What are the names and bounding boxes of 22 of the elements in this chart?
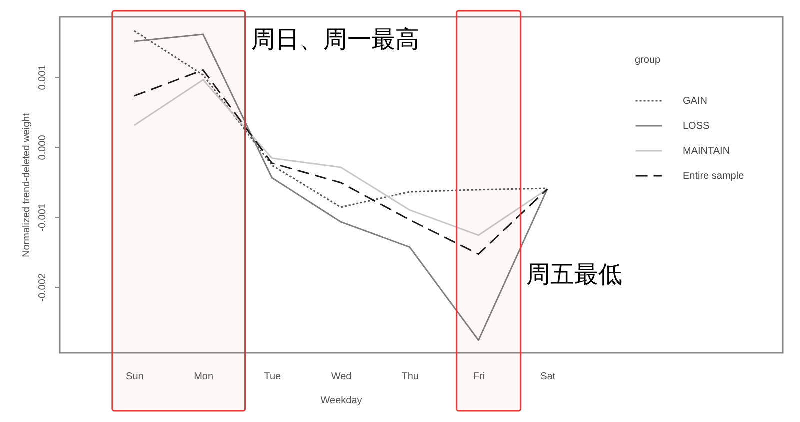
line-series [134, 79, 548, 236]
x-tick-label: Fri [473, 372, 486, 382]
legend-title: group [635, 55, 662, 66]
x-tick-label: Thu [402, 372, 419, 382]
legend-label: LOSS [683, 121, 710, 132]
y-tick-label: -0.002 [38, 273, 48, 302]
line-series [134, 69, 548, 256]
y-tick-label: 0.000 [38, 134, 48, 160]
y-tick-label: 0.001 [38, 64, 48, 90]
x-tick-label: Sat [540, 372, 556, 382]
x-tick-label: Sun [126, 372, 144, 382]
legend-label: GAIN [683, 96, 708, 107]
band-label: 周日、周一最高 [251, 26, 420, 54]
y-tick-label: -0.001 [38, 203, 48, 232]
legend-label: MAINTAIN [683, 146, 730, 157]
x-tick-label: Wed [331, 372, 352, 382]
y-axis-title: Normalized trend-deleted weight [22, 113, 32, 258]
x-tick-label: Mon [194, 372, 214, 382]
x-tick-label: Tue [264, 372, 282, 382]
x-axis-title: Weekday [320, 396, 362, 406]
band-label: 周五最低 [526, 260, 623, 289]
legend-label: Entire sample [683, 171, 745, 182]
